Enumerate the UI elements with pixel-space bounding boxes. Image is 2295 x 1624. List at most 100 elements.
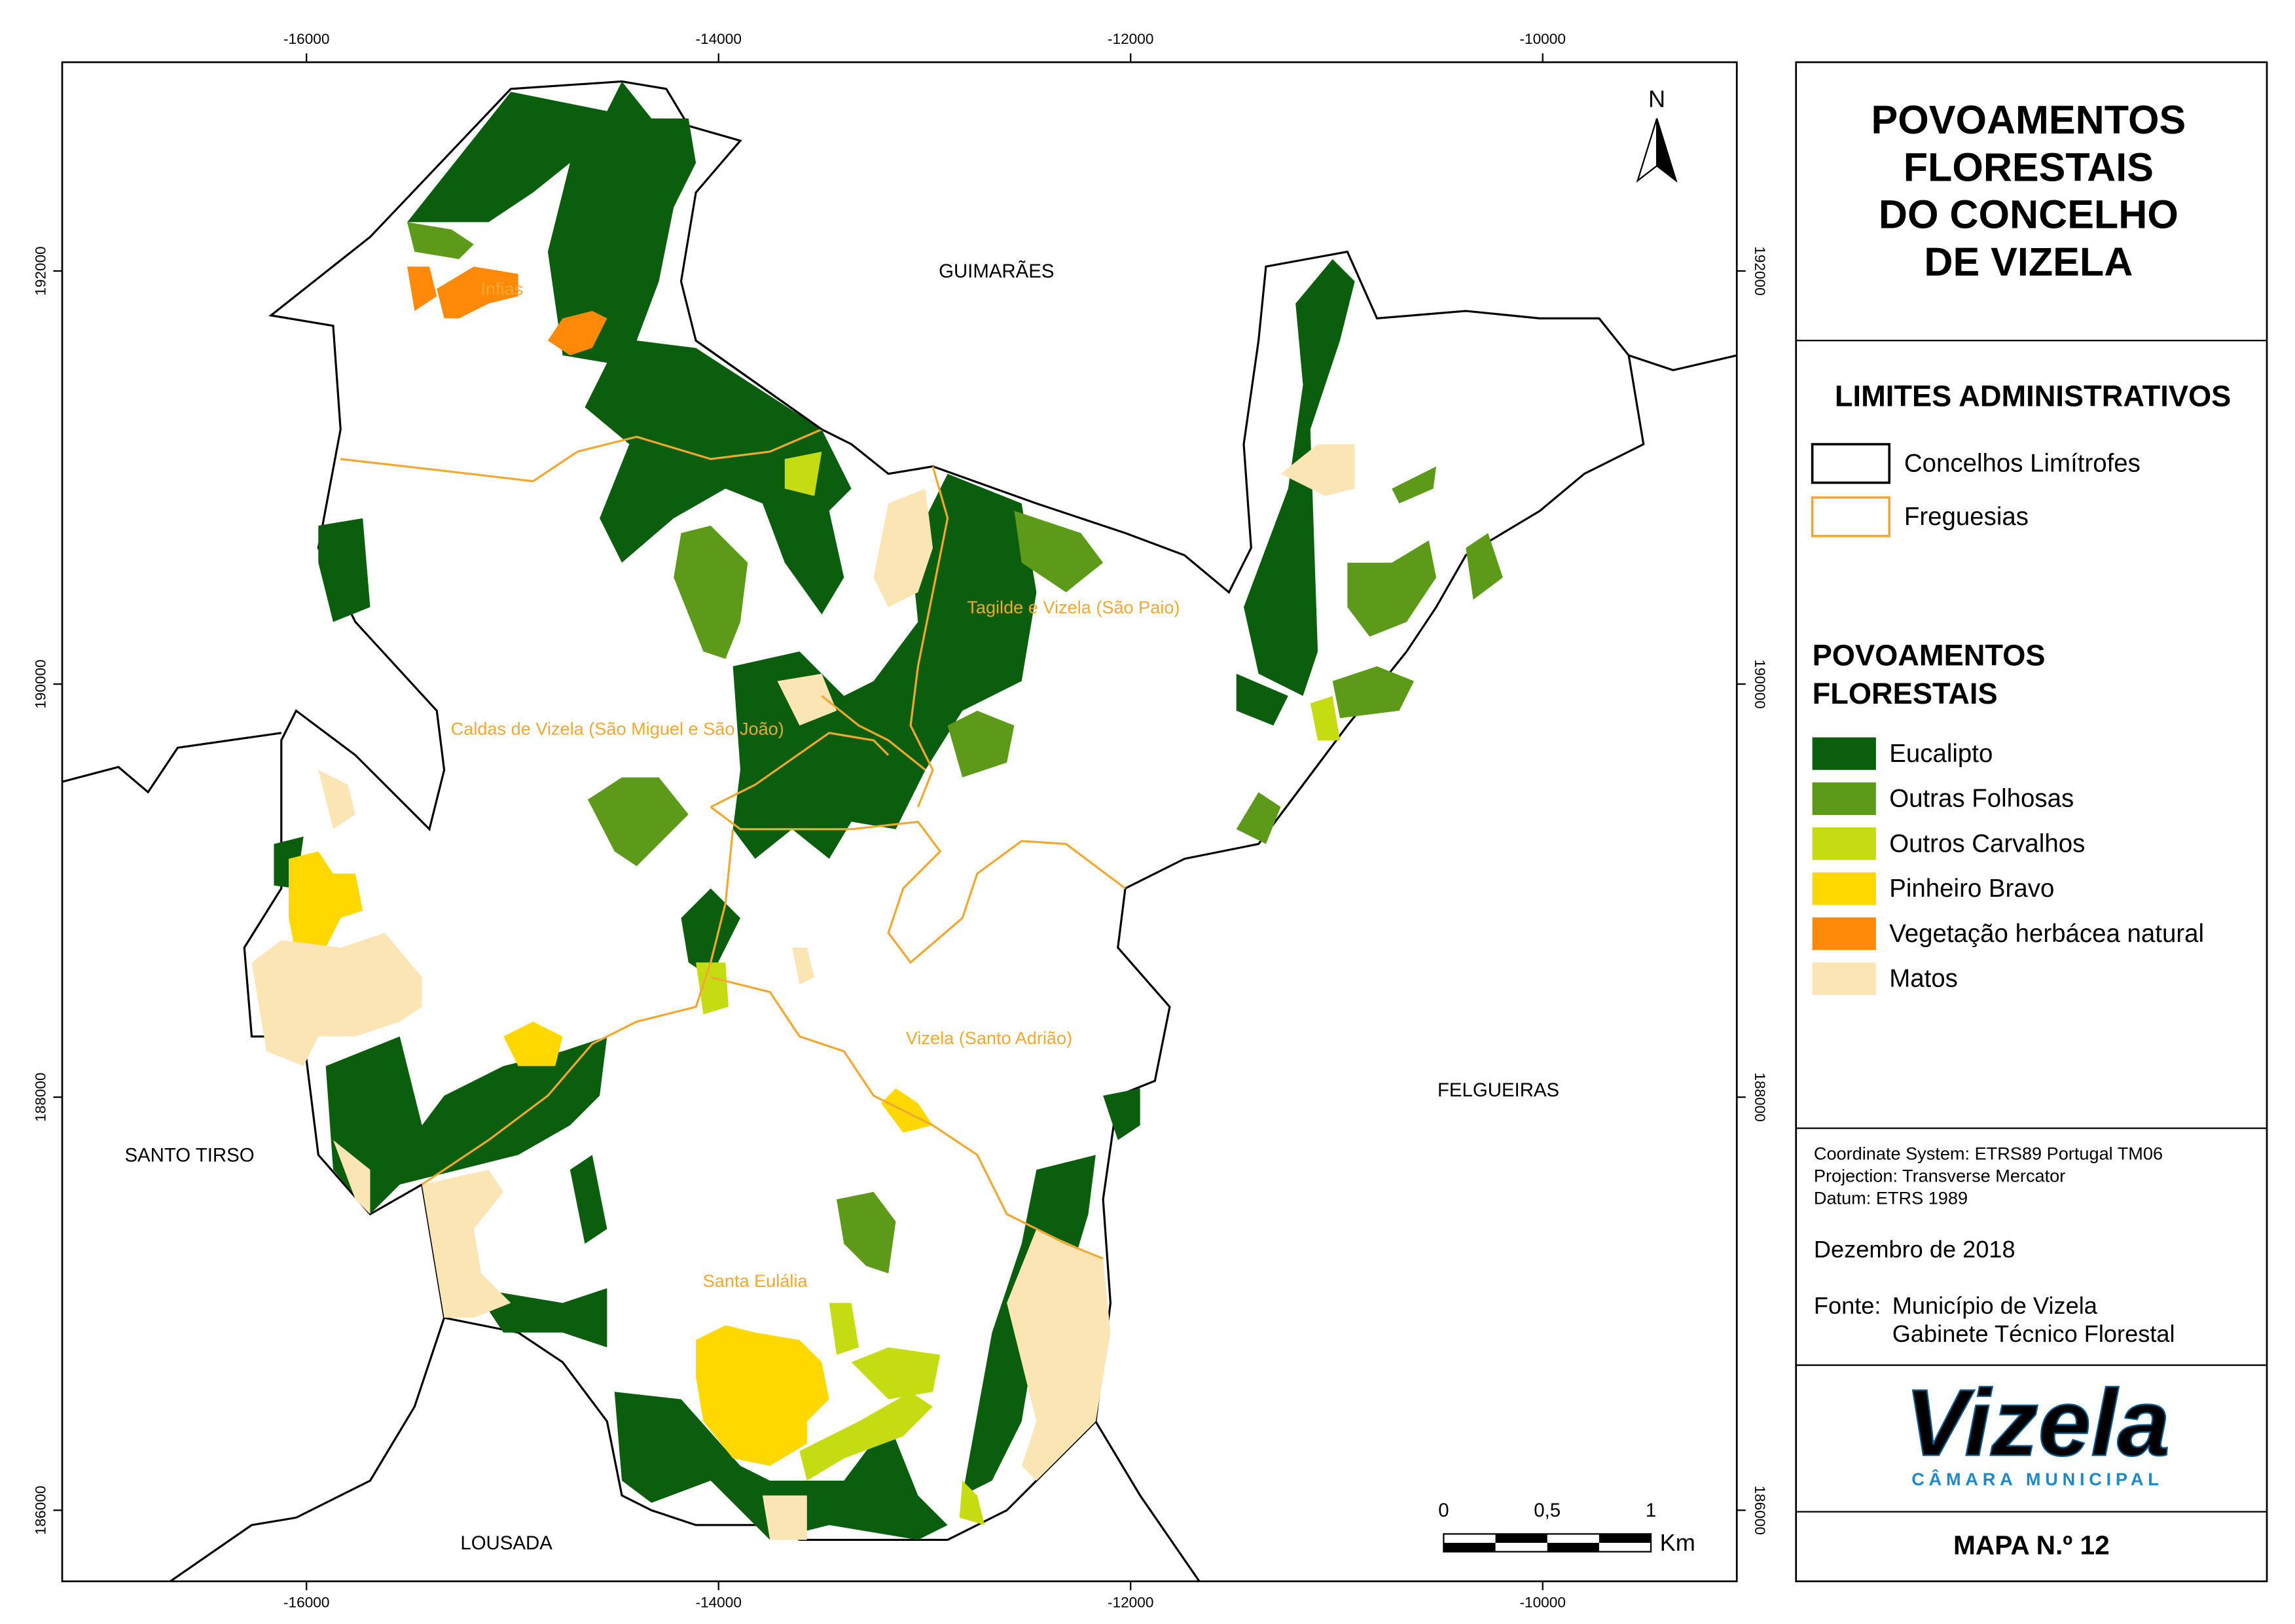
x-tick-label: -10000: [1520, 31, 1566, 47]
forest-patch: [873, 488, 933, 607]
parish-label: Vizela (Santo Adrião): [906, 1028, 1072, 1048]
scale-bar: [1443, 1533, 1652, 1553]
x-tick-label: -16000: [283, 1595, 329, 1611]
map-title: POVOAMENTOS: [1871, 98, 2186, 142]
forest-patch: [777, 674, 837, 726]
x-tick-label: -14000: [696, 1595, 742, 1611]
forest-patch: [318, 518, 370, 623]
legend-swatch: [1812, 872, 1876, 905]
forest-patch: [407, 266, 437, 312]
forest-patch: [947, 710, 1015, 778]
scale-label: 0,5: [1534, 1500, 1561, 1521]
forest-patch: [732, 473, 1037, 859]
forest-patch: [503, 1021, 563, 1066]
forest-patch: [696, 962, 729, 1015]
logo-name: Vizela: [1905, 1369, 2170, 1475]
north-arrow: [1655, 118, 1678, 183]
legend-panel: POVOAMENTOS FLORESTAIS DO CONCELHO DE VI…: [1795, 61, 2268, 1583]
forest-patch: [1310, 696, 1341, 741]
x-tick-label: -12000: [1108, 1595, 1153, 1611]
north-label: N: [1648, 85, 1665, 112]
forest-patch: [422, 1169, 511, 1318]
parish-label: Caldas de Vizela (São Miguel e São João): [451, 718, 784, 738]
legend-heading: LIMITES ADMINISTRATIVOS: [1835, 379, 2231, 412]
y-tick-label: 188000: [32, 1072, 48, 1121]
legend-swatch: [1812, 737, 1876, 770]
neighbour-label: GUIMARÃES: [939, 260, 1054, 282]
forest-patch: [1236, 674, 1288, 726]
forest-patch: [1007, 1229, 1111, 1481]
legend-swatch: [1812, 782, 1876, 816]
parish-boundaries: [340, 428, 1127, 1260]
forest-patch: [829, 1303, 859, 1355]
neighbour-label: SANTO TIRSO: [124, 1144, 254, 1166]
legend-swatch: [1811, 496, 1891, 537]
y-tick-label: 188000: [1752, 1072, 1768, 1121]
legend-label: Concelhos Limítrofes: [1904, 449, 2141, 477]
forest-patch: [1392, 466, 1437, 504]
forest-patch: [318, 770, 355, 829]
map-title: DO CONCELHO: [1879, 192, 2178, 237]
scale-label: 1: [1646, 1500, 1656, 1521]
logo-subtitle: CÂMARA MUNICIPAL: [1911, 1469, 2163, 1489]
neighbour-boundaries: [62, 340, 1737, 1583]
forest-patch: [569, 1155, 607, 1244]
panel-frame: [1795, 61, 2268, 1583]
info-text: Datum: ETRS 1989: [1814, 1187, 1968, 1208]
forest-patch: [587, 777, 689, 867]
forest-patch: [333, 1140, 370, 1214]
forest-patch: [799, 1392, 933, 1481]
forest-patch: [1014, 511, 1104, 592]
forest-patch: [325, 1036, 607, 1214]
legend-label: Eucalipto: [1889, 740, 1993, 768]
forest-patch: [696, 1325, 829, 1466]
scale-unit: Km: [1660, 1529, 1695, 1556]
source-text: Gabinete Técnico Florestal: [1892, 1320, 2175, 1347]
legend-label: Matos: [1889, 965, 1958, 993]
forest-patch: [1332, 666, 1415, 719]
forest-patch: [792, 947, 815, 985]
map-title: FLORESTAIS: [1904, 145, 2154, 189]
forest-patch: [1103, 1088, 1140, 1140]
x-tick-label: -12000: [1108, 31, 1153, 47]
source-text: Município de Vizela: [1892, 1292, 2098, 1319]
forest-patch: [836, 1191, 896, 1274]
legend-swatch: [1812, 827, 1876, 860]
forest-patch: [784, 451, 822, 496]
forest-patch: [407, 81, 852, 615]
y-tick-label: 190000: [32, 659, 48, 708]
parish-label: Tagilde e Vizela (São Paio): [967, 597, 1180, 617]
source-label: Fonte:: [1814, 1292, 1881, 1319]
legend-swatch: [1812, 962, 1876, 996]
forest-patch: [547, 311, 607, 355]
forest-patch: [407, 222, 474, 259]
forest-patch: [1236, 792, 1281, 844]
forest-patch: [437, 266, 518, 319]
forest-patch: [762, 1495, 807, 1540]
info-text: Projection: Transverse Mercator: [1814, 1165, 2065, 1185]
y-tick-label: 192000: [32, 246, 48, 295]
legend-heading: POVOAMENTOS: [1813, 638, 2046, 672]
forest-patch: [614, 1392, 948, 1540]
coordinate-ticks: -16000 -16000 -14000 -14000 -12000 -12000 -100…: [32, 31, 1768, 1611]
forest-patch: [959, 1480, 985, 1525]
forest-patch: [1280, 444, 1355, 496]
neighbour-label: LOUSADA: [460, 1532, 552, 1554]
map-frame: [61, 61, 1738, 1583]
forest-patches: [251, 81, 1503, 1540]
scale-label: 0: [1438, 1500, 1449, 1521]
x-tick-label: -10000: [1520, 1595, 1566, 1611]
parish-label: Infias: [480, 279, 523, 299]
forest-patch: [681, 888, 740, 977]
y-tick-label: 186000: [1752, 1486, 1768, 1535]
y-tick-label: 186000: [32, 1486, 48, 1535]
y-tick-label: 190000: [1752, 659, 1768, 708]
legend-label: Outros Carvalhos: [1889, 829, 2085, 857]
legend-label: Freguesias: [1904, 503, 2029, 531]
legend-heading: FLORESTAIS: [1813, 677, 1998, 710]
forest-patch: [880, 1088, 933, 1133]
x-tick-label: -14000: [696, 31, 742, 47]
forest-patch: [851, 1347, 941, 1399]
forest-patch: [289, 851, 363, 956]
